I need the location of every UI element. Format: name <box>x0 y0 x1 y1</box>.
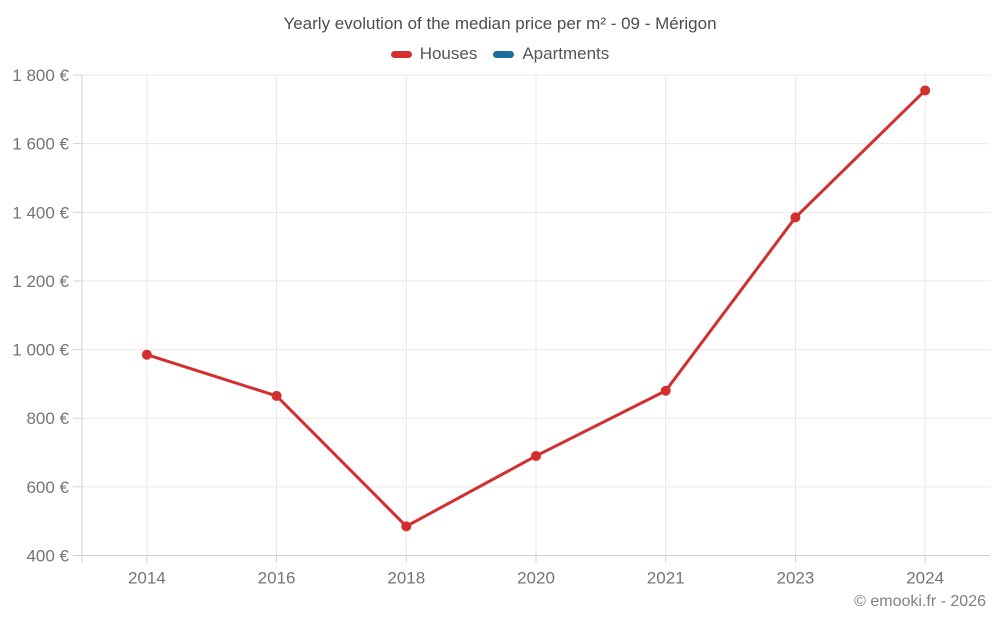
x-tick-label: 2021 <box>647 569 685 588</box>
legend-label-apartments: Apartments <box>522 44 610 63</box>
houses-series-swatch <box>390 50 412 58</box>
y-tick-label: 1 600 € <box>12 135 69 154</box>
legend: Houses Apartments <box>0 44 1000 64</box>
data-point-houses-2014[interactable] <box>141 349 152 360</box>
x-tick-label: 2020 <box>517 569 555 588</box>
x-tick-label: 2023 <box>777 569 815 588</box>
attribution-text: © emooki.fr - 2026 <box>854 593 986 610</box>
data-point-houses-2018[interactable] <box>401 521 412 532</box>
y-tick-label: 800 € <box>26 409 69 428</box>
y-tick-label: 1 400 € <box>12 203 69 222</box>
legend-label-houses: Houses <box>419 44 478 63</box>
chart-title: Yearly evolution of the median price per… <box>283 14 717 33</box>
y-tick-label: 1 200 € <box>12 272 69 291</box>
x-tick-label: 2016 <box>258 569 296 588</box>
x-tick-label: 2024 <box>906 569 944 588</box>
apartments-series-swatch <box>493 50 515 58</box>
data-point-houses-2020[interactable] <box>531 450 541 461</box>
x-tick-label: 2014 <box>128 569 166 588</box>
y-tick-label: 600 € <box>26 478 69 497</box>
x-tick-label: 2018 <box>387 569 425 588</box>
data-point-houses-2024[interactable] <box>920 85 931 96</box>
legend-item-houses[interactable]: Houses <box>390 44 478 64</box>
y-tick-label: 400 € <box>26 547 69 566</box>
y-tick-label: 1 000 € <box>12 341 69 360</box>
y-tick-label: 1 800 € <box>12 66 69 85</box>
data-point-houses-2016[interactable] <box>271 390 282 401</box>
legend-item-apartments[interactable]: Apartments <box>493 44 609 64</box>
data-point-houses-2021[interactable] <box>660 385 671 396</box>
data-point-houses-2023[interactable] <box>790 212 801 223</box>
